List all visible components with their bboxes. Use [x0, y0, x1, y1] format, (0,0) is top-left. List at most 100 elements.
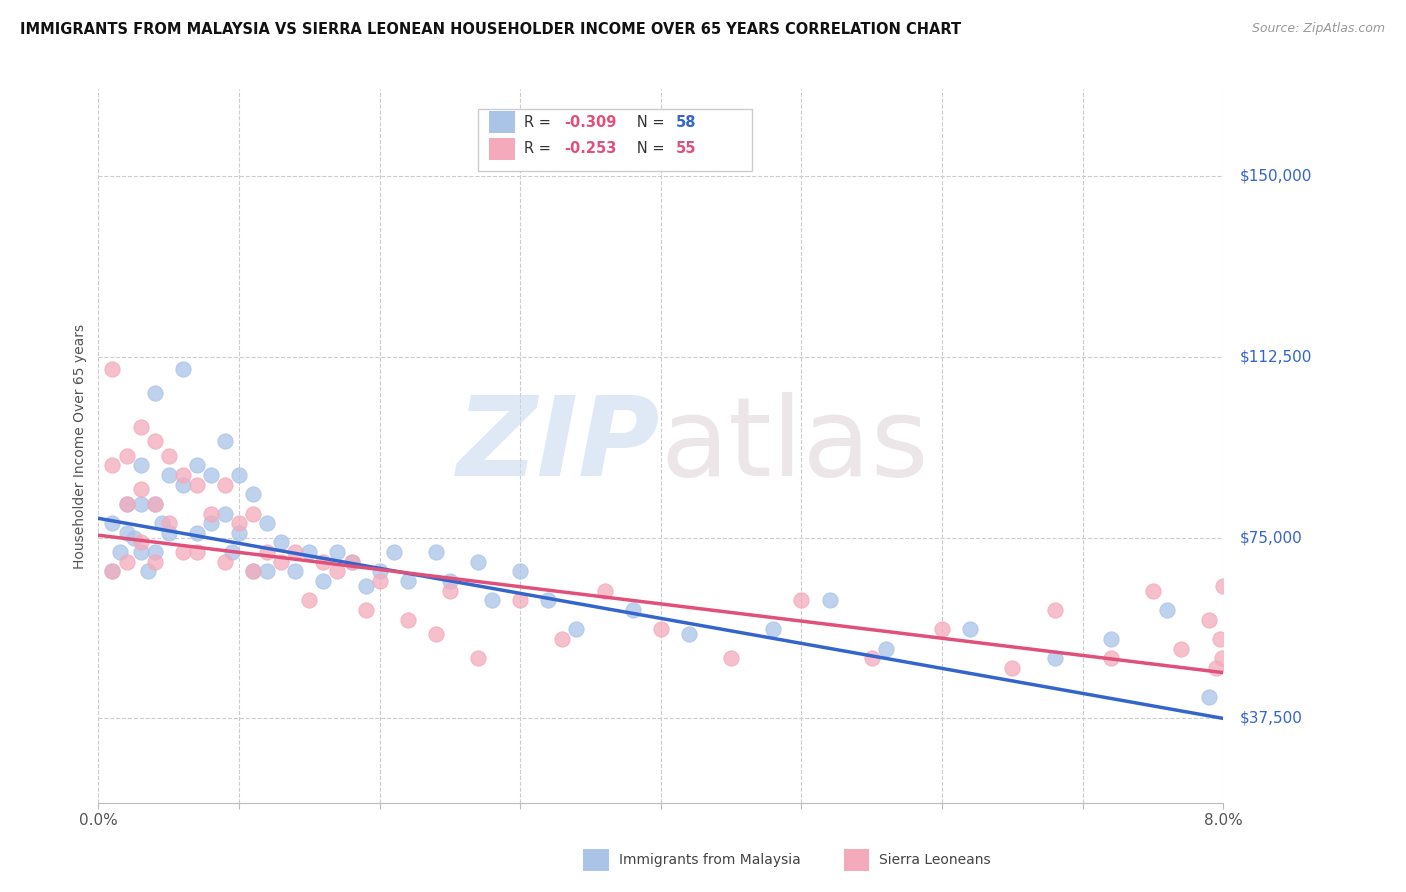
- Point: [172, 545, 194, 559]
- Text: N =: N =: [623, 115, 669, 129]
- Point: [678, 627, 700, 641]
- Point: [818, 593, 841, 607]
- Text: R =: R =: [524, 142, 555, 156]
- Point: [340, 555, 363, 569]
- Point: [101, 565, 124, 579]
- Point: [115, 555, 138, 569]
- Text: atlas: atlas: [661, 392, 929, 500]
- Point: [875, 641, 897, 656]
- Point: [1209, 632, 1232, 646]
- Point: [221, 545, 243, 559]
- Text: $75,000: $75,000: [1240, 530, 1302, 545]
- Text: $112,500: $112,500: [1240, 350, 1312, 364]
- Point: [270, 555, 292, 569]
- Point: [1198, 690, 1220, 704]
- Point: [228, 525, 250, 540]
- Point: [1142, 583, 1164, 598]
- Point: [326, 565, 349, 579]
- Point: [242, 487, 264, 501]
- Point: [593, 583, 616, 598]
- Point: [228, 516, 250, 530]
- Point: [396, 613, 419, 627]
- Point: [481, 593, 503, 607]
- Point: [382, 545, 405, 559]
- Text: 58: 58: [676, 115, 697, 129]
- Point: [115, 449, 138, 463]
- Point: [101, 565, 124, 579]
- Point: [354, 579, 377, 593]
- Text: Source: ZipAtlas.com: Source: ZipAtlas.com: [1251, 22, 1385, 36]
- Text: R =: R =: [524, 115, 555, 129]
- Text: 55: 55: [676, 142, 697, 156]
- Point: [284, 565, 307, 579]
- Point: [172, 362, 194, 376]
- Point: [129, 497, 152, 511]
- Point: [200, 467, 222, 482]
- Point: [129, 419, 152, 434]
- Point: [122, 531, 145, 545]
- Point: [368, 574, 391, 588]
- Point: [157, 525, 180, 540]
- Point: [425, 627, 447, 641]
- Point: [312, 574, 335, 588]
- Point: [650, 622, 672, 636]
- Point: [256, 565, 278, 579]
- Point: [326, 545, 349, 559]
- Point: [143, 497, 166, 511]
- Point: [551, 632, 574, 646]
- Point: [101, 516, 124, 530]
- Point: [129, 458, 152, 473]
- Point: [931, 622, 953, 636]
- Point: [1212, 579, 1234, 593]
- Point: [1001, 661, 1024, 675]
- Point: [172, 467, 194, 482]
- Text: N =: N =: [623, 142, 669, 156]
- Point: [186, 525, 208, 540]
- Point: [959, 622, 981, 636]
- Point: [143, 545, 166, 559]
- Point: [509, 593, 531, 607]
- Point: [129, 545, 152, 559]
- Point: [1211, 651, 1233, 665]
- Point: [115, 497, 138, 511]
- Point: [396, 574, 419, 588]
- Text: Sierra Leoneans: Sierra Leoneans: [879, 853, 990, 867]
- Point: [143, 434, 166, 449]
- Point: [186, 458, 208, 473]
- Point: [101, 458, 124, 473]
- Point: [115, 497, 138, 511]
- Point: [157, 467, 180, 482]
- Text: ZIP: ZIP: [457, 392, 661, 500]
- Point: [143, 386, 166, 401]
- Point: [256, 516, 278, 530]
- Point: [143, 497, 166, 511]
- Point: [256, 545, 278, 559]
- Point: [186, 545, 208, 559]
- Point: [537, 593, 560, 607]
- Point: [101, 362, 124, 376]
- Point: [108, 545, 131, 559]
- Point: [790, 593, 813, 607]
- Point: [860, 651, 883, 665]
- Point: [1170, 641, 1192, 656]
- Point: [298, 545, 321, 559]
- Point: [1043, 603, 1066, 617]
- Point: [509, 565, 531, 579]
- Text: -0.253: -0.253: [564, 142, 616, 156]
- Point: [172, 477, 194, 491]
- Text: $37,500: $37,500: [1240, 711, 1303, 726]
- Point: [214, 507, 236, 521]
- Point: [214, 555, 236, 569]
- Point: [621, 603, 644, 617]
- Point: [242, 565, 264, 579]
- Point: [150, 516, 173, 530]
- Point: [298, 593, 321, 607]
- Point: [270, 535, 292, 549]
- Point: [200, 507, 222, 521]
- Point: [354, 603, 377, 617]
- Point: [157, 516, 180, 530]
- Point: [143, 555, 166, 569]
- Point: [214, 434, 236, 449]
- Point: [1099, 651, 1122, 665]
- Point: [312, 555, 335, 569]
